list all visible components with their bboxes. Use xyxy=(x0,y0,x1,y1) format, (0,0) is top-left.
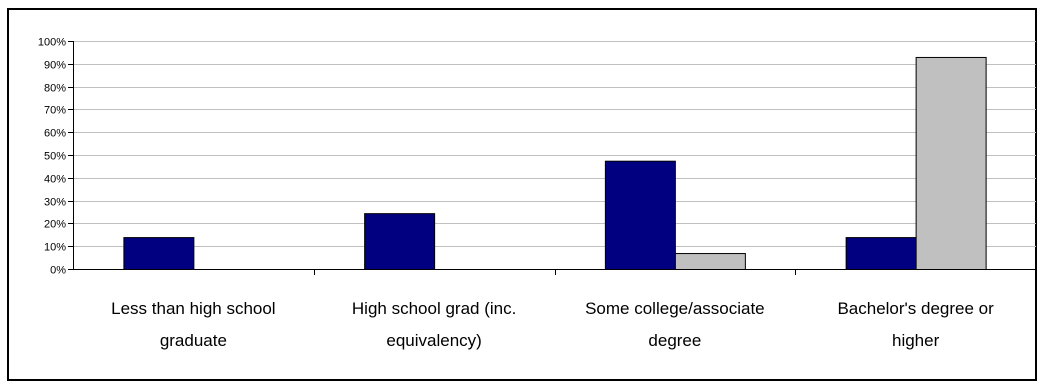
bar xyxy=(674,253,746,270)
x-tick-label: Bachelor's degree or xyxy=(837,299,994,318)
y-tick-label: 60% xyxy=(44,128,66,140)
y-tick-label: 80% xyxy=(44,83,66,95)
y-tick-label: 20% xyxy=(44,219,66,231)
x-tick-label: higher xyxy=(892,331,940,350)
y-tick-label: 30% xyxy=(44,197,66,209)
bar xyxy=(915,56,987,270)
y-tick-label: 70% xyxy=(44,105,66,117)
bar xyxy=(364,213,436,270)
x-tick-label: graduate xyxy=(160,331,227,350)
y-tick-label: 10% xyxy=(44,242,66,254)
y-tick-label: 0% xyxy=(50,265,66,277)
y-tick-label: 90% xyxy=(44,60,66,72)
bar xyxy=(845,237,917,271)
x-tick-label: Some college/associate xyxy=(585,299,765,318)
bar xyxy=(604,160,676,270)
chart-frame xyxy=(7,8,1037,381)
x-tick-label: equivalency) xyxy=(386,331,481,350)
x-tick-label: High school grad (inc. xyxy=(352,299,516,318)
y-tick-label: 100% xyxy=(38,37,66,49)
x-tick-label: Less than high school xyxy=(111,299,275,318)
y-tick-label: 50% xyxy=(44,151,66,163)
x-tick-label: degree xyxy=(648,331,701,350)
bar xyxy=(123,237,195,271)
y-tick-label: 40% xyxy=(44,174,66,186)
